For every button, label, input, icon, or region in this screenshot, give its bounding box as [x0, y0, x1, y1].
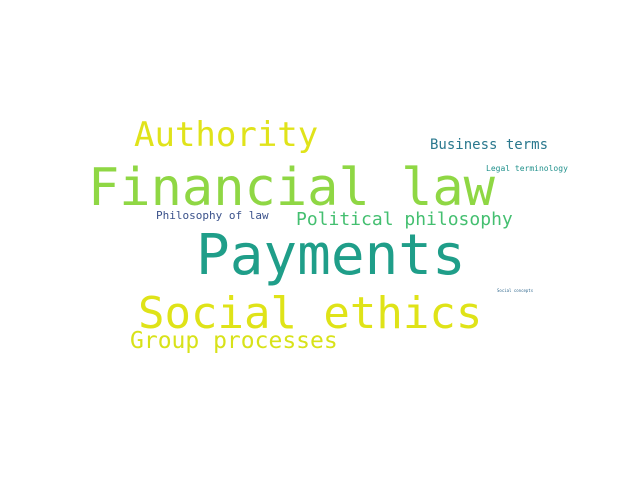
word-philosophy-of-law: Philosophy of law [156, 209, 269, 222]
word-legal-terminology: Legal terminology [486, 164, 568, 173]
word-business-terms: Business terms [430, 137, 549, 153]
word-payments: Payments [196, 223, 466, 288]
word-group-processes: Group processes [130, 328, 338, 354]
word-authority: Authority [134, 115, 319, 155]
word-financial-law: Financial law [88, 158, 495, 218]
word-political-philosophy: Political philosophy [296, 209, 513, 230]
word-social-concepts: Social concepts [497, 288, 534, 293]
word-social-ethics: Social ethics [138, 288, 483, 339]
